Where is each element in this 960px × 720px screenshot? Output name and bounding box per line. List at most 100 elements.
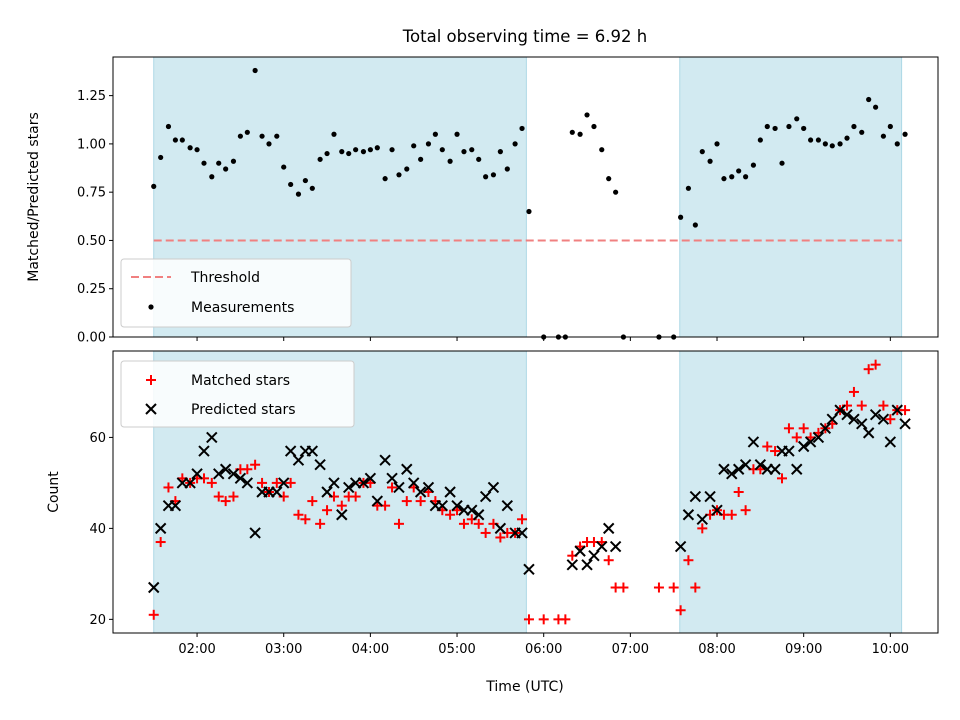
predicted-star-point	[408, 477, 420, 489]
top-measurement-point	[599, 147, 605, 153]
top-measurement-point	[801, 125, 807, 132]
predicted-star-point	[596, 540, 608, 553]
matched-star-point	[350, 491, 361, 502]
predicted-star-point	[726, 468, 738, 480]
predicted-legend-swatch	[145, 403, 157, 415]
top-measurement-point	[490, 172, 497, 178]
top-measurement-point	[447, 158, 453, 164]
top-measurement-point	[837, 141, 843, 147]
bottom-y-axis-label: Count	[46, 471, 62, 513]
top-measurement-point	[591, 123, 597, 130]
predicted-star-point	[501, 499, 514, 512]
predicted-star-point	[401, 463, 413, 475]
measurements-legend-swatch	[148, 304, 154, 310]
bottom-y-tick-label: 20	[89, 613, 106, 628]
matched-star-point	[783, 423, 794, 434]
top-y-tick-label: 0.50	[77, 234, 106, 249]
top-measurement-point	[158, 154, 164, 161]
top-measurement-point	[815, 137, 822, 143]
matched-star-point	[770, 446, 781, 457]
top-y-tick-label: 0.25	[77, 282, 106, 297]
predicted-star-point	[739, 459, 752, 471]
predicted-star-point	[841, 408, 853, 421]
predicted-star-point	[791, 463, 803, 475]
top-measurement-point	[512, 141, 518, 147]
top-measurement-point	[844, 135, 850, 141]
x-tick-label: 06:00	[525, 642, 562, 657]
top-measurement-point	[894, 141, 900, 147]
top-measurement-point	[309, 185, 315, 191]
x-axis-label: Time (UTC)	[485, 679, 563, 695]
predicted-star-point	[343, 481, 355, 494]
top-measurement-point	[764, 123, 770, 130]
predicted-star-point	[797, 440, 810, 453]
top-y-tick-label: 0.00	[77, 331, 106, 346]
predicted-star-point	[371, 495, 384, 507]
top-y-axis-label: Matched/Predicted stars	[26, 112, 42, 282]
top-measurement-point	[165, 123, 172, 130]
matched-star-point	[213, 491, 224, 502]
top-measurement-point	[859, 129, 865, 135]
matched-star-point	[271, 477, 282, 488]
matched-star-point	[675, 605, 686, 616]
top-measurement-point	[497, 149, 503, 155]
top-measurement-point	[244, 129, 250, 135]
top-measurement-point	[411, 143, 417, 149]
x-tick-label: 10:00	[872, 642, 909, 657]
top-measurement-point	[252, 67, 258, 74]
matched-star-point	[762, 441, 773, 452]
top-measurement-point	[483, 174, 489, 180]
matched-star-point	[618, 582, 629, 593]
matched-star-point	[336, 500, 347, 511]
top-measurement-point	[685, 185, 692, 191]
predicted-star-point	[609, 540, 622, 553]
top-measurement-point	[201, 160, 207, 166]
matched-star-point	[155, 537, 166, 548]
top-measurement-point	[461, 149, 467, 155]
top-measurement-point	[346, 150, 352, 157]
top-measurement-point	[606, 176, 612, 182]
predicted-star-point	[487, 481, 500, 494]
bottom-y-tick-label: 40	[89, 522, 106, 537]
predicted-star-point	[336, 509, 348, 521]
predicted-star-point	[292, 454, 305, 466]
predicted-star-point	[271, 486, 283, 498]
predicted-star-point	[444, 486, 456, 498]
predicted-star-point	[682, 509, 695, 521]
top-measurement-point	[476, 156, 482, 162]
matched-star-point	[523, 614, 534, 625]
predicted-star-point	[884, 436, 897, 448]
top-measurement-point	[317, 156, 323, 162]
top-measurement-point	[808, 137, 814, 143]
predicted-star-point	[213, 468, 225, 480]
matched-star-point	[798, 423, 809, 434]
predicted-star-point	[379, 454, 391, 466]
predicted-star-point	[466, 504, 478, 516]
top-measurement-point	[187, 145, 193, 151]
matched-star-point	[393, 518, 404, 529]
predicted-star-point	[769, 463, 781, 475]
matched-star-point	[690, 582, 701, 593]
top-axes-frame	[112, 56, 939, 338]
top-measurement-point	[772, 125, 778, 132]
matched-star-point	[228, 491, 239, 502]
predicted-star-point	[516, 527, 528, 539]
matched-star-point	[307, 496, 318, 507]
top-measurement-point	[569, 129, 575, 135]
top-measurement-point	[418, 156, 424, 162]
matched-star-point	[900, 405, 911, 416]
matched-star-point	[791, 432, 802, 443]
top-panel: 0.00 0.25 0.50 0.75 1.00 1.25 Threshold Measure…	[77, 56, 939, 346]
predicted-star-point	[877, 413, 890, 425]
top-measurement-point	[425, 141, 432, 147]
top-measurement-point	[714, 141, 720, 147]
top-measurement-point	[794, 116, 800, 122]
matched-star-point	[848, 386, 859, 397]
predicted-star-point	[494, 522, 507, 535]
top-measurement-point	[526, 208, 532, 215]
predicted-star-point	[306, 445, 319, 457]
predicted-star-point	[747, 436, 760, 448]
top-measurement-point	[209, 174, 215, 180]
top-measurement-point	[324, 150, 330, 157]
predicted-legend-label: Predicted stars	[191, 402, 296, 418]
